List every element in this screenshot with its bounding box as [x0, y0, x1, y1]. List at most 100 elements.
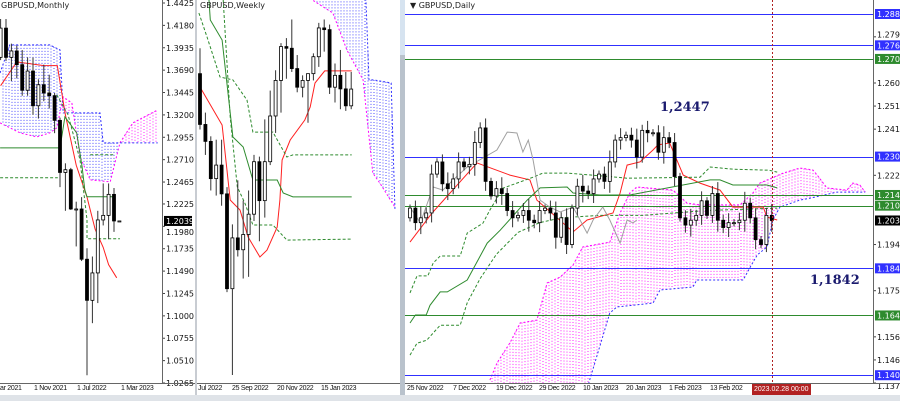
candle-body	[198, 73, 202, 125]
price-axis-label: 1.2415	[877, 125, 900, 134]
candle-body	[456, 161, 461, 180]
candle-body	[683, 217, 688, 226]
price-axis-label: 1.2465	[166, 178, 194, 187]
candle-body	[214, 164, 219, 180]
indicator-line	[409, 131, 638, 245]
senkou-span-a-line	[489, 167, 866, 381]
candle-body	[235, 237, 240, 251]
candle-body	[499, 188, 504, 194]
current-price-box	[164, 215, 192, 226]
candle-body	[472, 142, 477, 165]
candle-body	[327, 29, 332, 88]
candle-body	[629, 134, 634, 141]
candle-body	[548, 207, 553, 214]
candle-body	[435, 161, 439, 175]
indicator-line	[409, 179, 778, 324]
candle-body	[79, 208, 84, 260]
indicator-line	[199, 70, 352, 258]
candle-body	[607, 161, 612, 182]
annotation-low: 1,1842	[810, 273, 860, 288]
candle-body	[694, 214, 699, 221]
candle-body	[678, 176, 682, 219]
candle-body	[764, 214, 769, 245]
candle-body	[532, 219, 537, 224]
candle-body	[31, 70, 35, 107]
candle-body	[613, 139, 618, 163]
candle-body	[295, 68, 300, 88]
candle-body	[742, 202, 747, 221]
indicator-line	[198, 12, 352, 158]
price-axis-label: 1.4180	[166, 21, 194, 30]
candle-body	[624, 134, 628, 139]
candle-body	[106, 193, 111, 216]
panel-splitter-2[interactable]	[400, 0, 405, 395]
monthly-time-label: 1 Nov 2021	[34, 385, 67, 392]
candle-body	[710, 193, 715, 216]
candle-body	[300, 80, 305, 88]
monthly-time-label: 1 Mar 2023	[121, 385, 154, 392]
daily-time-label: 25 Nov 2022	[407, 385, 444, 392]
candle-body	[101, 214, 106, 221]
candle-body	[9, 50, 14, 58]
candle-body	[230, 237, 235, 290]
price-axis-label: 1.3935	[166, 44, 194, 53]
price-axis-label: 1.1370	[877, 382, 900, 391]
indicator-line	[222, 0, 352, 241]
candle-body	[246, 213, 251, 235]
level-price-box	[875, 9, 900, 19]
candle-body	[408, 207, 412, 219]
dropdown-triangle-icon[interactable]: ▼	[410, 1, 419, 10]
candle-body	[494, 188, 499, 197]
candle-body	[732, 222, 736, 225]
candle-body	[58, 119, 62, 173]
candle-body	[208, 140, 213, 180]
candle-body	[418, 217, 423, 224]
scrollbar-thumb[interactable]	[400, 0, 405, 55]
daily-time-label: 20 Jan 2023	[626, 385, 662, 392]
weekly-plot[interactable]	[198, 0, 396, 376]
price-axis-label: 1.4425	[166, 0, 194, 8]
candle-body	[661, 137, 666, 153]
candle-body	[748, 202, 753, 219]
candle-body	[440, 161, 445, 185]
candle-body	[618, 137, 623, 141]
monthly-plot[interactable]	[0, 18, 158, 376]
candle-body	[413, 207, 418, 224]
daily-plot[interactable]	[405, 0, 873, 400]
daily-chart-title-wrap: ▼ GBPUSD,Daily	[410, 1, 475, 10]
candle-body	[279, 46, 283, 81]
candle-body	[537, 210, 542, 224]
candle-body	[311, 56, 316, 75]
candle-body	[112, 193, 116, 222]
weekly-time-label: 25 Sep 2022	[232, 385, 269, 392]
daily-time-label: 1 Feb 2023	[669, 385, 702, 392]
level-price-label: 1.2144	[877, 191, 900, 200]
price-axis-label: 1.2605	[877, 79, 900, 88]
indicator-line	[0, 115, 116, 198]
price-axis-label: 1.0755	[166, 334, 194, 343]
candle-body	[306, 73, 310, 81]
panel-splitter-1[interactable]	[195, 0, 197, 395]
senkou-span-b-line	[588, 191, 866, 383]
level-price-box	[875, 310, 900, 321]
candle-body	[591, 178, 596, 194]
price-axis-label: 1.3200	[166, 111, 194, 120]
candle-body	[68, 169, 73, 210]
candle-body	[672, 142, 677, 177]
candle-body	[570, 207, 574, 245]
candle-body	[753, 217, 758, 241]
candle-body	[338, 74, 343, 90]
candle-body	[25, 70, 30, 91]
candle-body	[559, 217, 564, 238]
candle-body	[95, 219, 100, 274]
daily-time-label: 13 Feb 202	[710, 385, 743, 392]
candle-body	[85, 258, 89, 301]
candle-body	[521, 210, 526, 216]
candle-body	[516, 214, 520, 219]
candle-body	[63, 169, 68, 173]
candle-body	[580, 185, 585, 192]
candle-body	[726, 222, 731, 228]
weekly-time-label: 20 Nov 2022	[277, 385, 314, 392]
level-price-box	[875, 151, 900, 162]
